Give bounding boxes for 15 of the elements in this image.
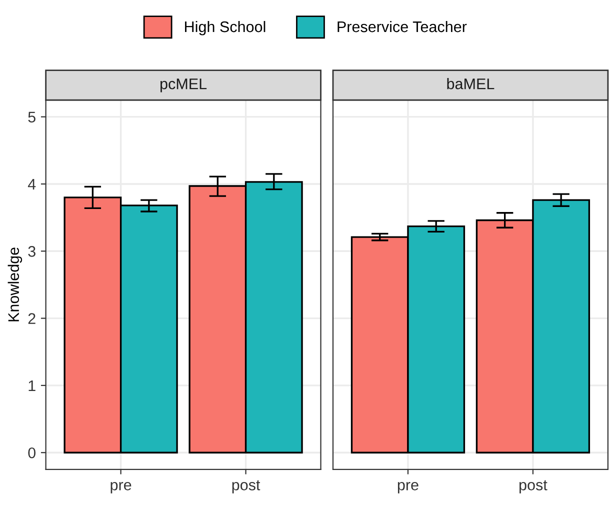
x-tick-label: pre [110,482,132,494]
y-tick-label: 5 [28,112,36,123]
y-tick-label: 3 [28,246,36,257]
y-tick-label: 4 [28,179,36,190]
x-tick-label: post [232,480,260,494]
y-tick-label: 0 [28,447,36,458]
y-tick-label: 2 [28,313,36,324]
chart-title: pcMEL [160,78,207,92]
x-tick-label: post [520,480,548,494]
chart-title: baMEL [447,78,494,90]
y-axis-title: Knowledge [8,248,22,322]
legend-label: High School [185,20,266,36]
y-tick-label: 1 [28,380,36,391]
x-tick-label: pre [398,482,418,494]
legend-label: Preservice Teacher [338,20,467,32]
